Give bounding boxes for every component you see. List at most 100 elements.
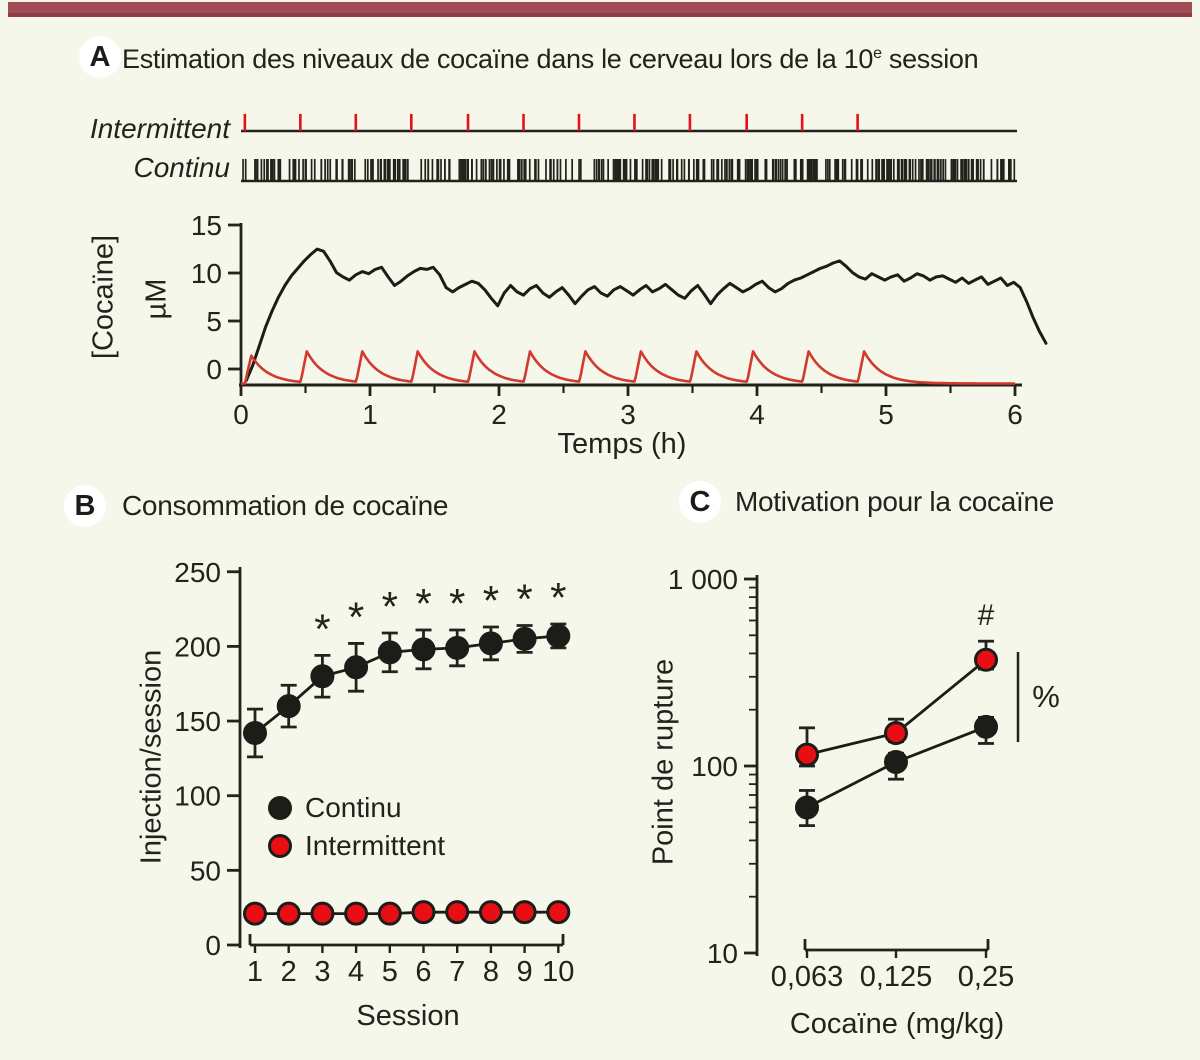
panel-a-title: Estimation des niveaux de cocaïne dans l… (122, 44, 979, 75)
data-point-continu (344, 655, 369, 680)
data-point-intermittent (546, 900, 571, 925)
panel-a-x-tick-label: 0 (233, 399, 249, 430)
data-point-continu (310, 664, 335, 689)
series-line-continu (254, 634, 559, 735)
data-point-intermittent (445, 900, 470, 925)
panel-a-x-tick-label: 1 (362, 399, 378, 430)
significance-asterisk: * (314, 605, 330, 652)
panel-b-y-tick-label: 100 (174, 781, 221, 812)
data-point-intermittent (344, 901, 369, 926)
panel-c-x-tick-label: 0,25 (958, 961, 1014, 993)
data-point-intermittent (377, 901, 402, 926)
data-point-continu (974, 714, 998, 739)
legend-label-intermittent: Intermittent (305, 830, 446, 861)
data-point-continu (411, 637, 436, 662)
panel-c-x-tick-label: 0,063 (771, 961, 844, 993)
panel-a-y-tick-label: 5 (206, 306, 222, 337)
continu-concentration-curve (244, 247, 1048, 383)
data-point-continu (276, 694, 301, 719)
panel-b-x-tick-label: 6 (415, 956, 431, 988)
data-point-intermittent (795, 742, 819, 767)
panel-b-x-tick-label: 8 (483, 956, 499, 988)
panel-a-x-axis-label: Temps (h) (557, 428, 687, 460)
data-point-continu (445, 635, 470, 660)
panel-b-x-tick-label: 7 (449, 956, 465, 988)
significance-asterisk: * (516, 575, 532, 622)
panel-b-y-tick-label: 200 (174, 631, 221, 662)
significance-hash: # (978, 599, 995, 632)
panel-a-y-tick-label: 10 (191, 258, 222, 289)
panel-a-y-tick-label: 0 (206, 354, 222, 385)
data-point-continu (884, 750, 908, 775)
panel-b-y-tick-label: 0 (205, 930, 221, 961)
data-point-intermittent (310, 901, 335, 926)
data-point-intermittent (243, 901, 267, 926)
panel-b-title: Consommation de cocaïne (122, 490, 449, 521)
panel-c-badge: C (679, 481, 721, 523)
panel-a-x-tick-label: 3 (620, 399, 636, 430)
series-line-intermittent (255, 910, 559, 915)
panel-a-title-tail: session (881, 44, 979, 74)
panel-b-y-tick-label: 150 (174, 706, 221, 737)
data-point-intermittent (276, 901, 301, 926)
data-point-continu (478, 631, 503, 656)
panel-c-y-axis-label: Point de rupture (647, 658, 680, 866)
panel-b-x-axis-label: Session (356, 1000, 460, 1032)
panel-c-x-axis-label: Cocaïne (mg/kg) (789, 1008, 1005, 1040)
panel-a-x-tick-label: 4 (749, 399, 765, 430)
panel-b-x-tick-label: 3 (314, 956, 330, 988)
panel-b-x-tick-label: 2 (281, 956, 297, 988)
raster-label-intermittent: Intermittent (89, 113, 230, 144)
panel-b-x-tick-label: 9 (517, 956, 533, 988)
data-point-intermittent (478, 900, 503, 925)
panel-b-badge: B (64, 485, 106, 527)
continu-dot-icon (268, 796, 292, 820)
legend: Continu Intermittent (268, 789, 445, 865)
panel-b-y-tick-label: 250 (174, 557, 221, 588)
intermittent-dot-icon (268, 834, 292, 858)
significance-asterisk: * (415, 580, 431, 627)
top-accent-bar (8, 2, 1192, 17)
significance-asterisk: * (550, 574, 566, 621)
panel-c-y-tick-label: 10 (707, 938, 738, 969)
legend-label-continu: Continu (305, 792, 402, 823)
data-point-intermittent (512, 900, 537, 925)
panel-c-y-tick-label: 100 (691, 751, 738, 782)
panel-a-title-text: Estimation des niveaux de cocaïne dans l… (122, 44, 874, 74)
data-point-continu (377, 640, 402, 665)
panel-c-x-tick-label: 0,125 (860, 961, 933, 993)
panel-a-x-tick-label: 5 (878, 399, 894, 430)
significance-asterisk: * (483, 577, 499, 624)
data-point-intermittent (884, 721, 908, 746)
panel-b-x-tick-label: 10 (542, 956, 574, 988)
legend-item-continu: Continu (268, 789, 445, 827)
panel-a-badge: A (79, 36, 121, 78)
significance-asterisk: * (449, 580, 465, 627)
percent-difference-annotation: % (1032, 679, 1060, 714)
panel-a-y-axis-label: [Cocaïne] (87, 234, 120, 360)
legend-item-intermittent: Intermittent (268, 827, 445, 865)
panel-a-x-tick-label: 2 (491, 399, 507, 430)
data-point-continu (546, 623, 571, 648)
data-point-continu (795, 795, 819, 820)
data-point-continu (512, 626, 537, 651)
significance-asterisk: * (348, 593, 364, 640)
panel-a-y-axis-units: µM (140, 278, 173, 320)
panel-a-y-tick-label: 15 (191, 210, 222, 241)
panel-b-y-tick-label: 50 (190, 855, 221, 886)
data-point-intermittent (974, 647, 998, 672)
panel-c-title: Motivation pour la cocaïne (735, 486, 1055, 517)
panel-b-x-tick-label: 4 (348, 956, 364, 988)
panel-b-x-tick-label: 1 (247, 956, 263, 988)
panel-b-x-tick-label: 5 (382, 956, 398, 988)
panel-b-y-axis-label: Injection/session (135, 649, 168, 865)
significance-asterisk: * (382, 583, 398, 630)
panel-c-y-tick-label: 1 000 (668, 564, 738, 595)
raster-label-continu: Continu (133, 152, 230, 183)
intermittent-concentration-curve (241, 350, 1015, 385)
data-point-intermittent (411, 900, 436, 925)
panel-a-x-tick-label: 6 (1007, 399, 1023, 430)
data-point-continu (243, 720, 267, 745)
